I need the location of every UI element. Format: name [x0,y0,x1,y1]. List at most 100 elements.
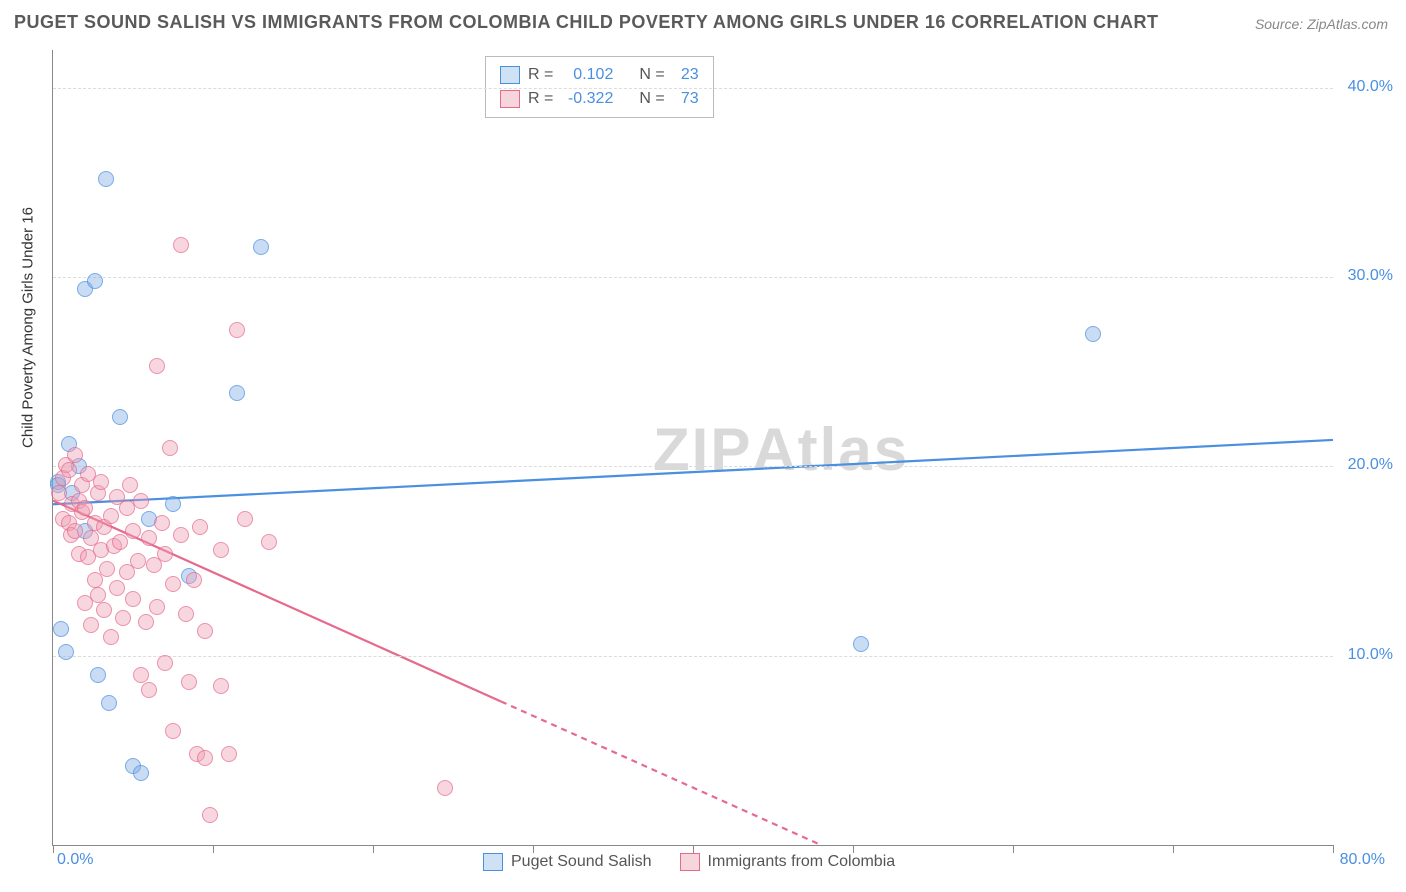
data-point [83,617,99,633]
data-point [197,623,213,639]
data-point [87,273,103,289]
data-point [149,358,165,374]
y-axis-label: Child Poverty Among Girls Under 16 [20,207,37,448]
x-tick-mark [693,845,694,853]
legend-label: Puget Sound Salish [511,853,652,871]
data-point [853,636,869,652]
watermark: ZIPAtlas [653,415,909,484]
x-tick-mark [533,845,534,853]
data-point [125,523,141,539]
y-tick-label: 20.0% [1338,456,1393,474]
data-point [99,561,115,577]
y-tick-label: 30.0% [1338,267,1393,285]
x-tick-label-max: 80.0% [1340,851,1385,869]
data-point [112,534,128,550]
data-point [133,667,149,683]
n-label: N = [639,66,664,84]
data-point [138,614,154,630]
data-point [178,606,194,622]
data-point [221,746,237,762]
data-point [109,580,125,596]
legend-item-series2: Immigrants from Colombia [680,853,896,871]
data-point [141,530,157,546]
data-point [96,602,112,618]
data-point [229,385,245,401]
gridline-h [53,88,1333,89]
stats-row-series1: R = 0.102 N = 23 [500,63,699,87]
data-point [115,610,131,626]
x-tick-mark [373,845,374,853]
swatch-icon [500,66,520,84]
data-point [98,171,114,187]
data-point [173,527,189,543]
x-tick-mark [853,845,854,853]
x-tick-mark [53,845,54,853]
data-point [103,629,119,645]
swatch-icon [680,853,700,871]
x-tick-mark [1013,845,1014,853]
data-point [173,237,189,253]
swatch-icon [500,90,520,108]
data-point [237,511,253,527]
x-tick-mark [1173,845,1174,853]
chart-area: Child Poverty Among Girls Under 16 ZIPAt… [52,50,1392,845]
stats-row-series2: R = -0.322 N = 73 [500,87,699,111]
data-point [261,534,277,550]
data-point [67,523,83,539]
legend-label: Immigrants from Colombia [708,853,896,871]
legend: Puget Sound Salish Immigrants from Colom… [483,853,895,871]
r-label: R = [528,90,553,108]
data-point [213,678,229,694]
gridline-h [53,277,1333,278]
data-point [119,500,135,516]
data-point [213,542,229,558]
x-tick-mark [1333,845,1334,853]
data-point [53,621,69,637]
data-point [101,695,117,711]
plot-region: ZIPAtlas R = 0.102 N = 23 R = -0.322 N =… [52,50,1333,846]
data-point [58,644,74,660]
data-point [157,546,173,562]
y-tick-label: 40.0% [1338,78,1393,96]
r-value: -0.322 [561,90,613,108]
data-point [437,780,453,796]
data-point [186,572,202,588]
data-point [122,477,138,493]
chart-title: PUGET SOUND SALISH VS IMMIGRANTS FROM CO… [14,12,1159,33]
y-tick-label: 10.0% [1338,646,1393,664]
swatch-icon [483,853,503,871]
data-point [112,409,128,425]
legend-item-series1: Puget Sound Salish [483,853,652,871]
data-point [133,493,149,509]
data-point [61,462,77,478]
data-point [67,447,83,463]
data-point [157,655,173,671]
data-point [133,765,149,781]
n-value: 23 [673,66,699,84]
data-point [165,496,181,512]
gridline-h [53,466,1333,467]
data-point [125,591,141,607]
source-attribution: Source: ZipAtlas.com [1255,16,1388,32]
data-point [197,750,213,766]
data-point [192,519,208,535]
data-point [77,500,93,516]
data-point [154,515,170,531]
r-value: 0.102 [561,66,613,84]
n-value: 73 [673,90,699,108]
data-point [165,576,181,592]
gridline-h [53,656,1333,657]
x-tick-mark [213,845,214,853]
data-point [103,508,119,524]
data-point [165,723,181,739]
data-point [93,474,109,490]
data-point [181,674,197,690]
x-tick-label-min: 0.0% [57,851,93,869]
n-label: N = [639,90,664,108]
data-point [87,572,103,588]
data-point [130,553,146,569]
data-point [149,599,165,615]
data-point [229,322,245,338]
r-label: R = [528,66,553,84]
data-point [253,239,269,255]
